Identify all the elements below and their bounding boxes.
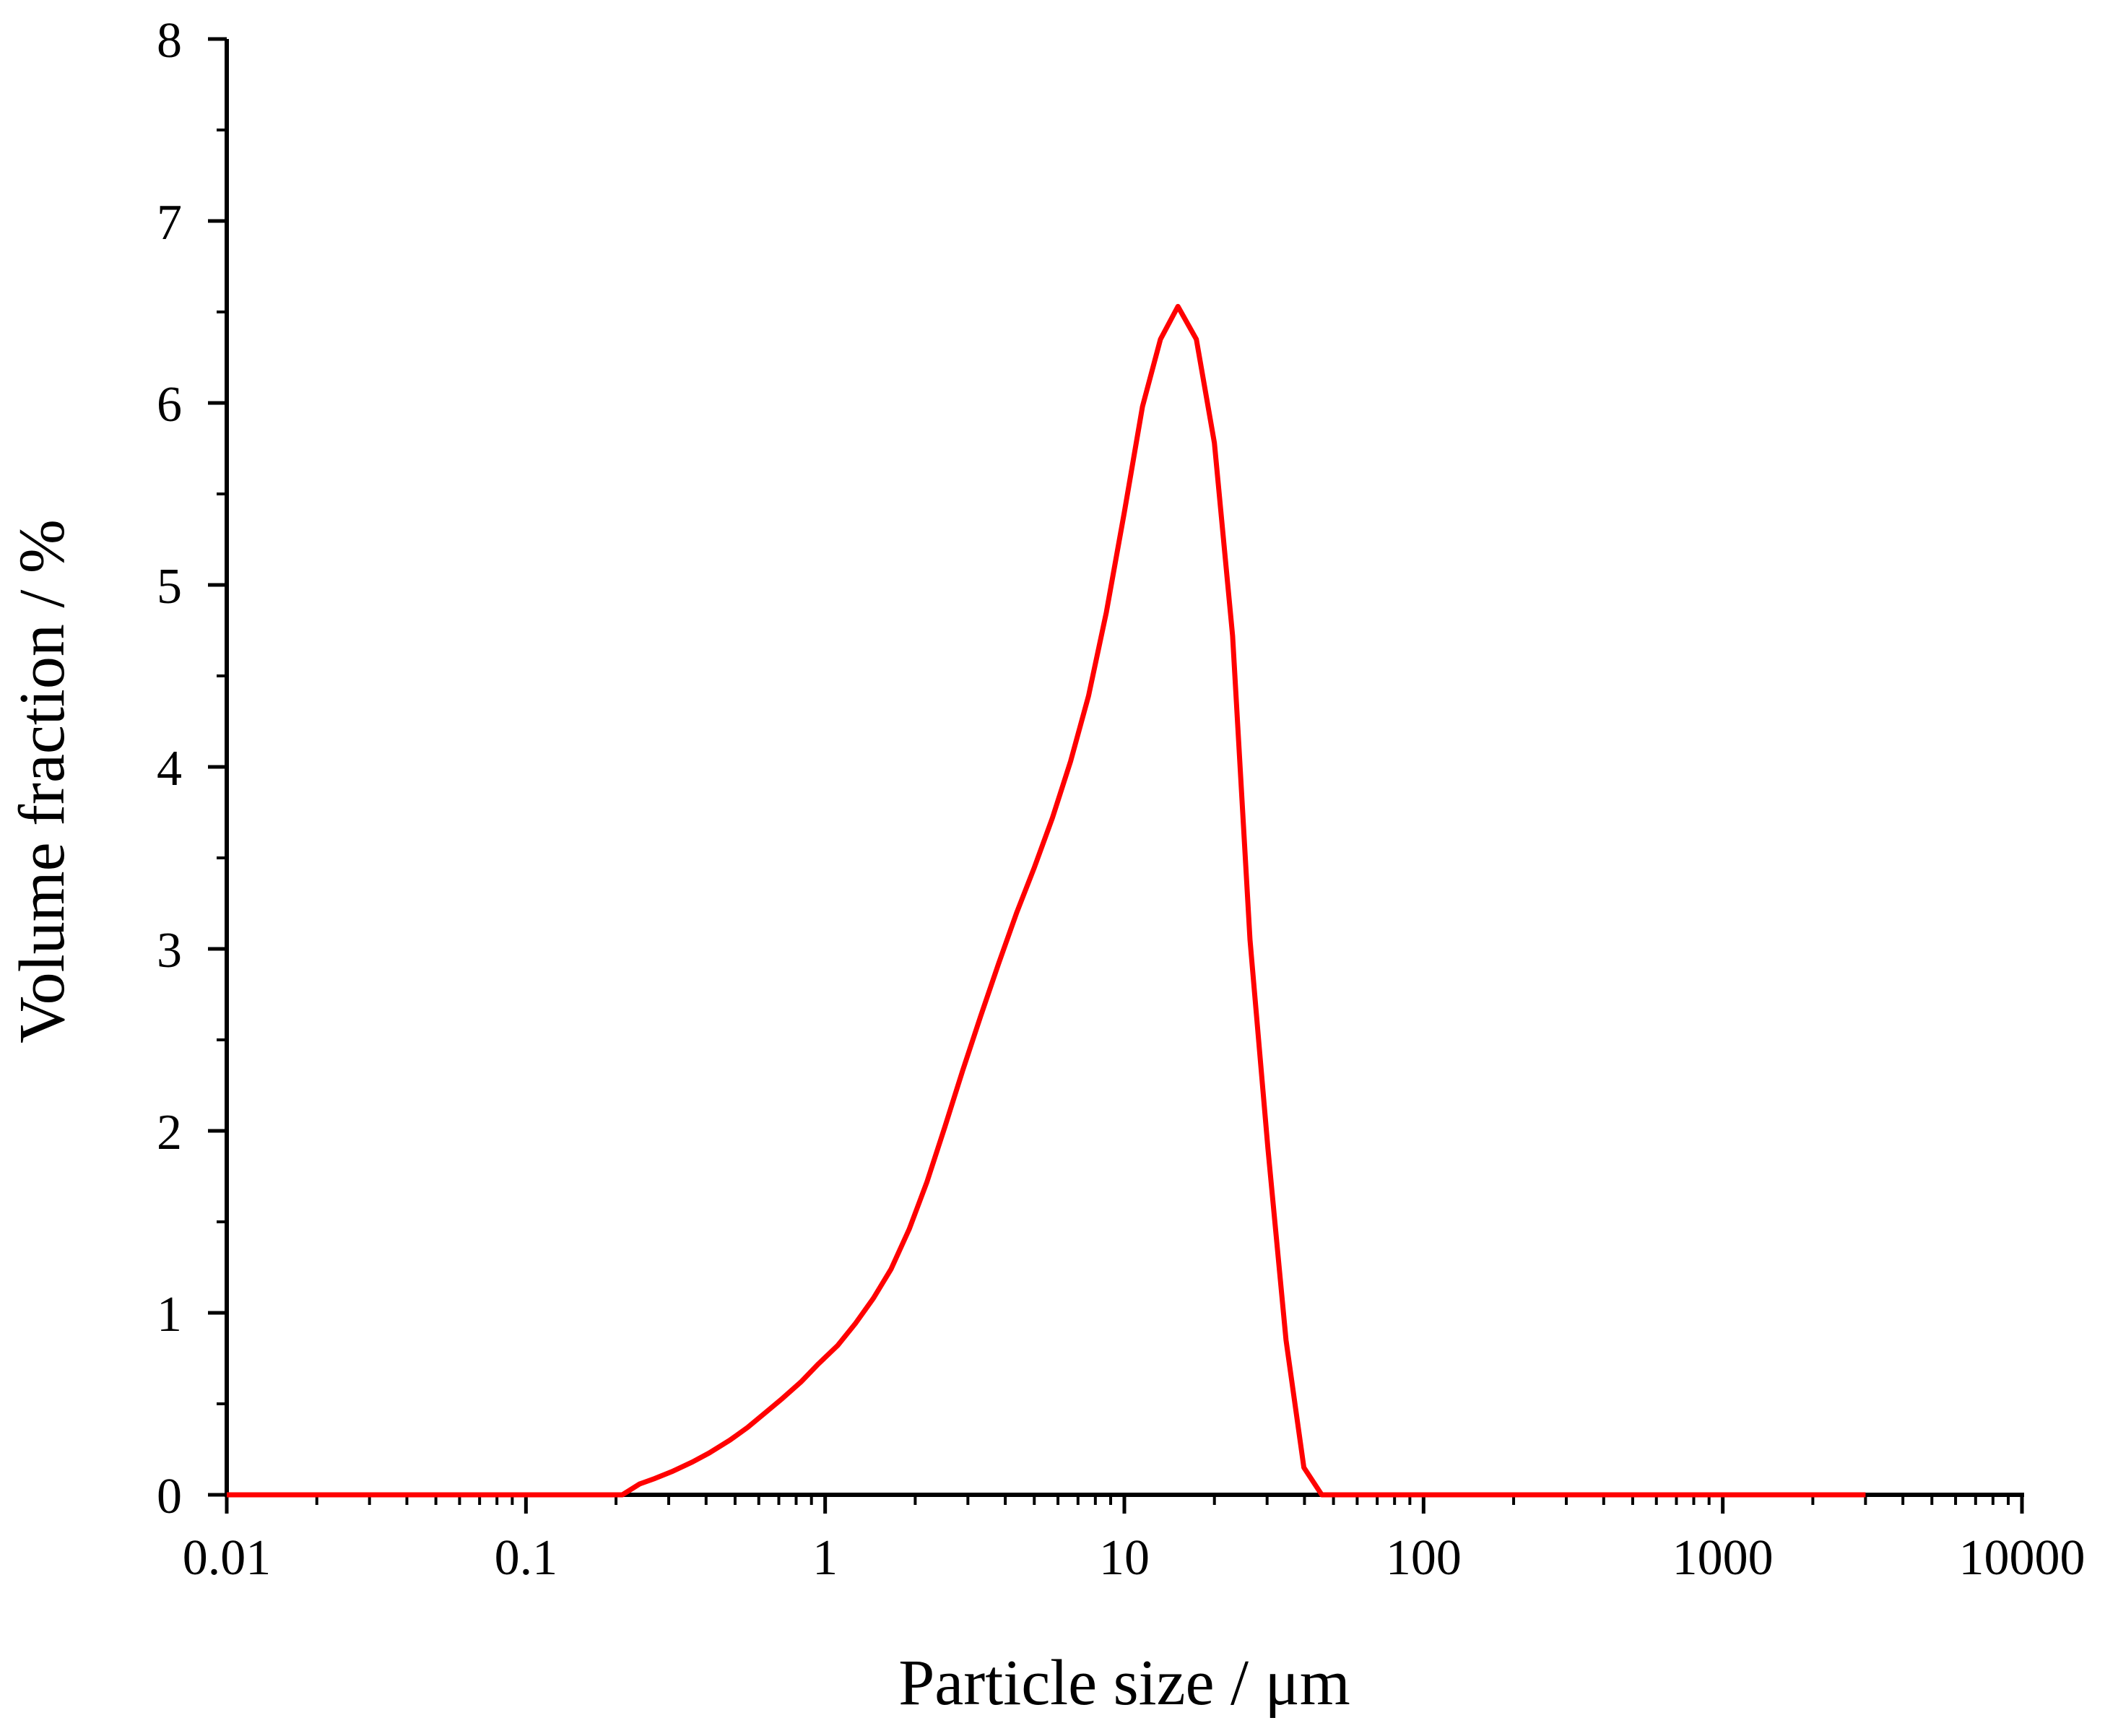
- y-tick-label: 8: [157, 13, 182, 69]
- y-tick-label: 6: [157, 377, 182, 433]
- x-tick-label: 100: [1386, 1530, 1462, 1586]
- y-tick-label: 5: [157, 559, 182, 615]
- x-axis-title: Particle size / μm: [898, 1647, 1350, 1719]
- y-tick-label: 1: [157, 1287, 182, 1342]
- x-tick-label: 0.1: [495, 1530, 558, 1586]
- y-axis-title: Volume fraction / %: [6, 519, 78, 1043]
- x-tick-label: 1: [812, 1530, 838, 1586]
- volume-fraction-line: [227, 303, 1866, 1498]
- x-tick-label: 1000: [1672, 1530, 1774, 1586]
- x-axis-ticks: 0.01 0.1 1 10 100 1000 10000: [183, 1495, 2086, 1586]
- y-tick-label: 4: [157, 741, 182, 797]
- y-tick-label: 3: [157, 923, 182, 978]
- x-tick-label: 0.01: [183, 1530, 272, 1586]
- y-tick-label: 2: [157, 1105, 182, 1160]
- x-tick-label: 10000: [1959, 1530, 2086, 1586]
- y-tick-label: 0: [157, 1469, 182, 1524]
- y-tick-label: 7: [157, 195, 182, 251]
- y-axis-ticks: 0 1 2 3 4 5 6 7 8: [157, 13, 227, 1524]
- x-tick-label: 10: [1099, 1530, 1150, 1586]
